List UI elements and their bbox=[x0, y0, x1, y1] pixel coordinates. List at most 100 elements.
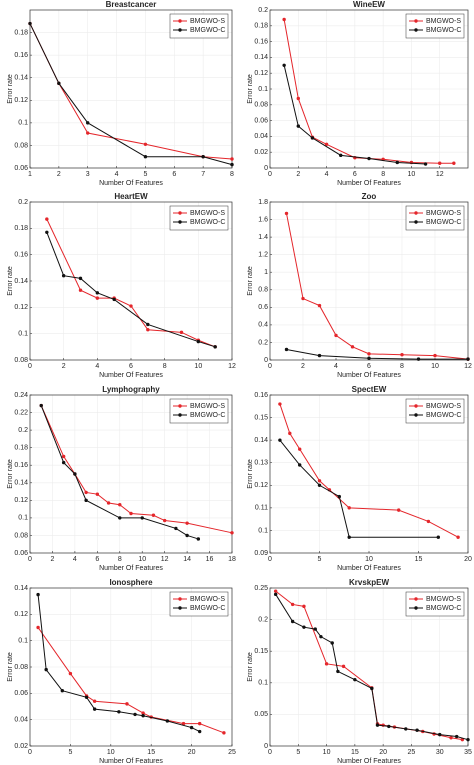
legend-box bbox=[405, 205, 465, 231]
point bbox=[278, 438, 282, 442]
y-tick-label: 0.12 bbox=[254, 70, 268, 77]
point bbox=[404, 727, 408, 731]
point bbox=[151, 513, 156, 517]
point bbox=[84, 498, 88, 503]
point bbox=[367, 156, 371, 161]
x-tick-label: 4 bbox=[73, 556, 77, 563]
point bbox=[213, 345, 217, 349]
series-line bbox=[275, 594, 469, 741]
point bbox=[197, 721, 202, 726]
x-axis-label: Number Of Features bbox=[99, 758, 163, 765]
y-tick-label: 0.2 bbox=[258, 7, 268, 14]
y-axis-label: Error rate bbox=[7, 266, 14, 296]
point bbox=[317, 353, 322, 358]
point bbox=[60, 689, 65, 693]
point bbox=[61, 454, 66, 459]
point bbox=[57, 81, 61, 86]
point bbox=[400, 353, 404, 357]
point bbox=[334, 333, 338, 338]
legend-marker bbox=[178, 404, 182, 408]
point bbox=[317, 479, 322, 483]
y-tick-label: 0.14 bbox=[14, 75, 28, 82]
y-tick-label: 0.22 bbox=[14, 409, 28, 416]
y-tick-label: 1 bbox=[264, 269, 268, 276]
x-tick-label: 12 bbox=[161, 556, 169, 563]
y-tick-label: 0.1 bbox=[258, 86, 268, 93]
axes-box bbox=[29, 201, 233, 361]
point bbox=[78, 288, 83, 292]
legend-label: BMGWO-C bbox=[426, 27, 461, 34]
point bbox=[433, 353, 437, 358]
y-tick-label: 0.18 bbox=[254, 23, 268, 30]
point bbox=[375, 723, 380, 727]
series-line bbox=[37, 627, 225, 734]
point bbox=[452, 161, 456, 165]
legend-marker bbox=[414, 19, 418, 23]
y-tick-label: 0.16 bbox=[254, 38, 268, 45]
y-tick-label: 0.18 bbox=[14, 445, 28, 452]
legend-label: BMGWO-C bbox=[190, 219, 225, 226]
x-tick-label: 14 bbox=[183, 556, 191, 563]
legend-label: BMGWO-S bbox=[190, 210, 225, 217]
y-tick-label: 0.15 bbox=[254, 414, 268, 421]
axes-box bbox=[29, 394, 233, 554]
point bbox=[290, 619, 295, 624]
y-tick-label: 0.04 bbox=[14, 717, 28, 724]
point bbox=[353, 677, 357, 682]
x-tick-label: 2 bbox=[62, 363, 66, 370]
point bbox=[284, 347, 289, 352]
x-tick-label: 2 bbox=[301, 363, 305, 370]
point bbox=[45, 217, 49, 221]
point bbox=[129, 304, 133, 308]
point bbox=[197, 729, 202, 734]
y-tick-label: 0.18 bbox=[14, 29, 28, 36]
point bbox=[185, 521, 189, 525]
x-tick-label: 16 bbox=[206, 556, 214, 563]
legend-label: BMGWO-C bbox=[190, 27, 225, 34]
legend-label: BMGWO-C bbox=[426, 219, 461, 226]
point bbox=[302, 625, 306, 629]
y-tick-label: 0 bbox=[264, 165, 268, 172]
point bbox=[288, 431, 292, 436]
point bbox=[86, 131, 90, 135]
point bbox=[296, 124, 300, 128]
point bbox=[282, 17, 286, 22]
y-tick-label: 0.14 bbox=[14, 480, 28, 487]
subplot: 0 0.2 0.4 0.6 0.8 1 1.2 1.4 1.6 1.8 0 2 4 6 8 10 12 Zoo Nu… bbox=[247, 192, 472, 379]
x-tick-label: 20 bbox=[379, 749, 387, 756]
y-tick-label: 0.11 bbox=[255, 505, 268, 512]
y-tick-label: 0.2 bbox=[258, 616, 268, 623]
point bbox=[84, 490, 88, 495]
legend-box bbox=[405, 591, 465, 617]
legend-box bbox=[169, 398, 229, 424]
legend-marker bbox=[414, 220, 418, 224]
point bbox=[339, 153, 343, 158]
point bbox=[387, 724, 391, 729]
point bbox=[196, 339, 201, 344]
legend-label: BMGWO-C bbox=[190, 412, 225, 419]
legend-marker bbox=[178, 606, 182, 610]
subplot: 0.08 0.1 0.12 0.14 0.16 0.18 0.2 0 2 4 6 8 10 12 Heart… bbox=[7, 192, 236, 379]
point bbox=[336, 669, 340, 674]
x-tick-label: 10 bbox=[323, 749, 331, 756]
x-axis-label: Number Of Features bbox=[337, 565, 401, 572]
point bbox=[222, 731, 226, 735]
point bbox=[78, 276, 83, 281]
legend-marker bbox=[414, 211, 418, 215]
legend-marker bbox=[178, 19, 182, 23]
point bbox=[92, 707, 97, 711]
point bbox=[298, 447, 302, 451]
legend-label: BMGWO-S bbox=[426, 596, 461, 603]
y-tick-label: 0.4 bbox=[258, 322, 268, 329]
point bbox=[367, 352, 371, 356]
point bbox=[185, 533, 189, 538]
y-tick-label: 0.16 bbox=[14, 52, 28, 59]
point bbox=[466, 357, 470, 361]
point bbox=[141, 711, 145, 715]
legend-marker bbox=[414, 404, 418, 408]
subplot: 0 0.02 0.04 0.06 0.08 0.1 0.12 0.14 0.16 0.18 0.2 0… bbox=[247, 0, 469, 187]
point bbox=[45, 230, 49, 234]
point bbox=[68, 671, 73, 676]
x-tick-label: 10 bbox=[138, 556, 146, 563]
